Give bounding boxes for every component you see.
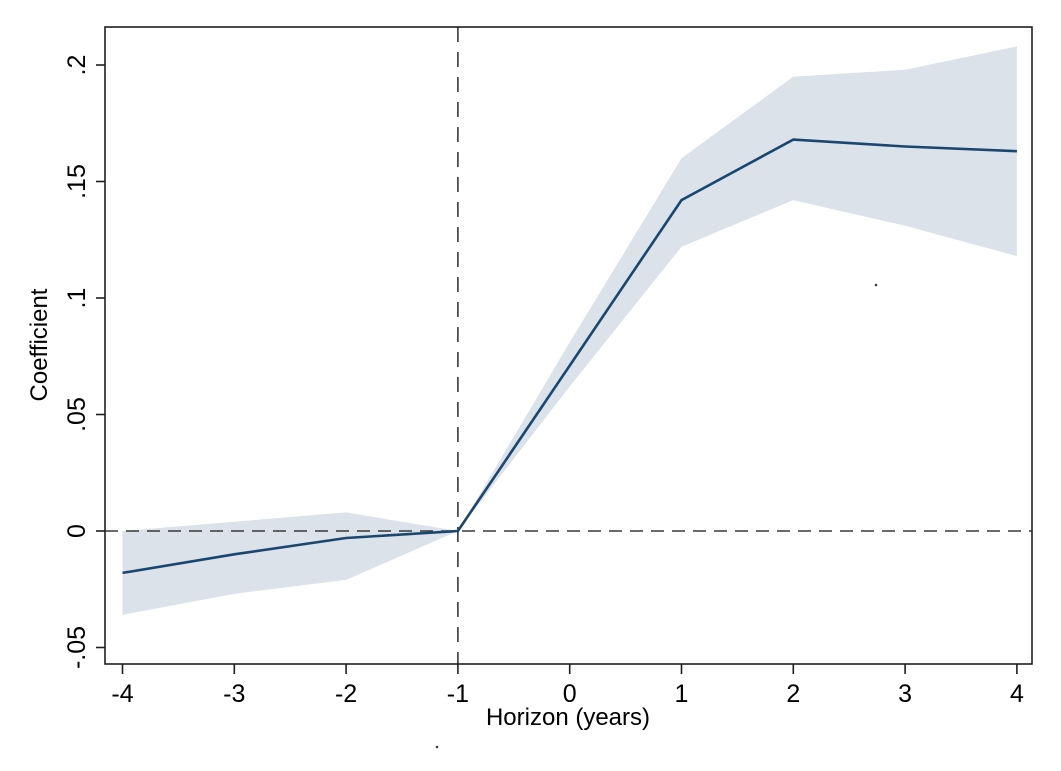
x-tick-label: -1: [447, 680, 469, 708]
x-axis-title: Horizon (years): [485, 704, 651, 731]
x-tick-label: 1: [675, 680, 689, 708]
y-tick-label: .15: [63, 164, 91, 199]
artifact-dot: [435, 745, 439, 749]
y-tick-label: 0: [63, 524, 91, 538]
plot-frame: [104, 26, 1033, 665]
x-tick-label: 2: [786, 680, 800, 708]
y-tick-label: .2: [63, 55, 91, 76]
artifact-dot: [874, 283, 878, 287]
x-tick-label: -3: [223, 680, 245, 708]
x-tick-label: 4: [1010, 680, 1024, 708]
y-tick-label: .05: [63, 397, 91, 432]
confidence-band: [122, 46, 1017, 615]
x-tick-label: -2: [335, 680, 357, 708]
x-tick-label: -4: [111, 680, 133, 708]
y-tick-label: .1: [63, 288, 91, 309]
y-axis-title: Coefficient: [26, 288, 53, 402]
x-tick-label: 0: [563, 680, 577, 708]
y-tick-label: -.05: [63, 626, 91, 669]
coefficient-line: [122, 138, 1017, 575]
x-tick-label: 3: [898, 680, 912, 708]
